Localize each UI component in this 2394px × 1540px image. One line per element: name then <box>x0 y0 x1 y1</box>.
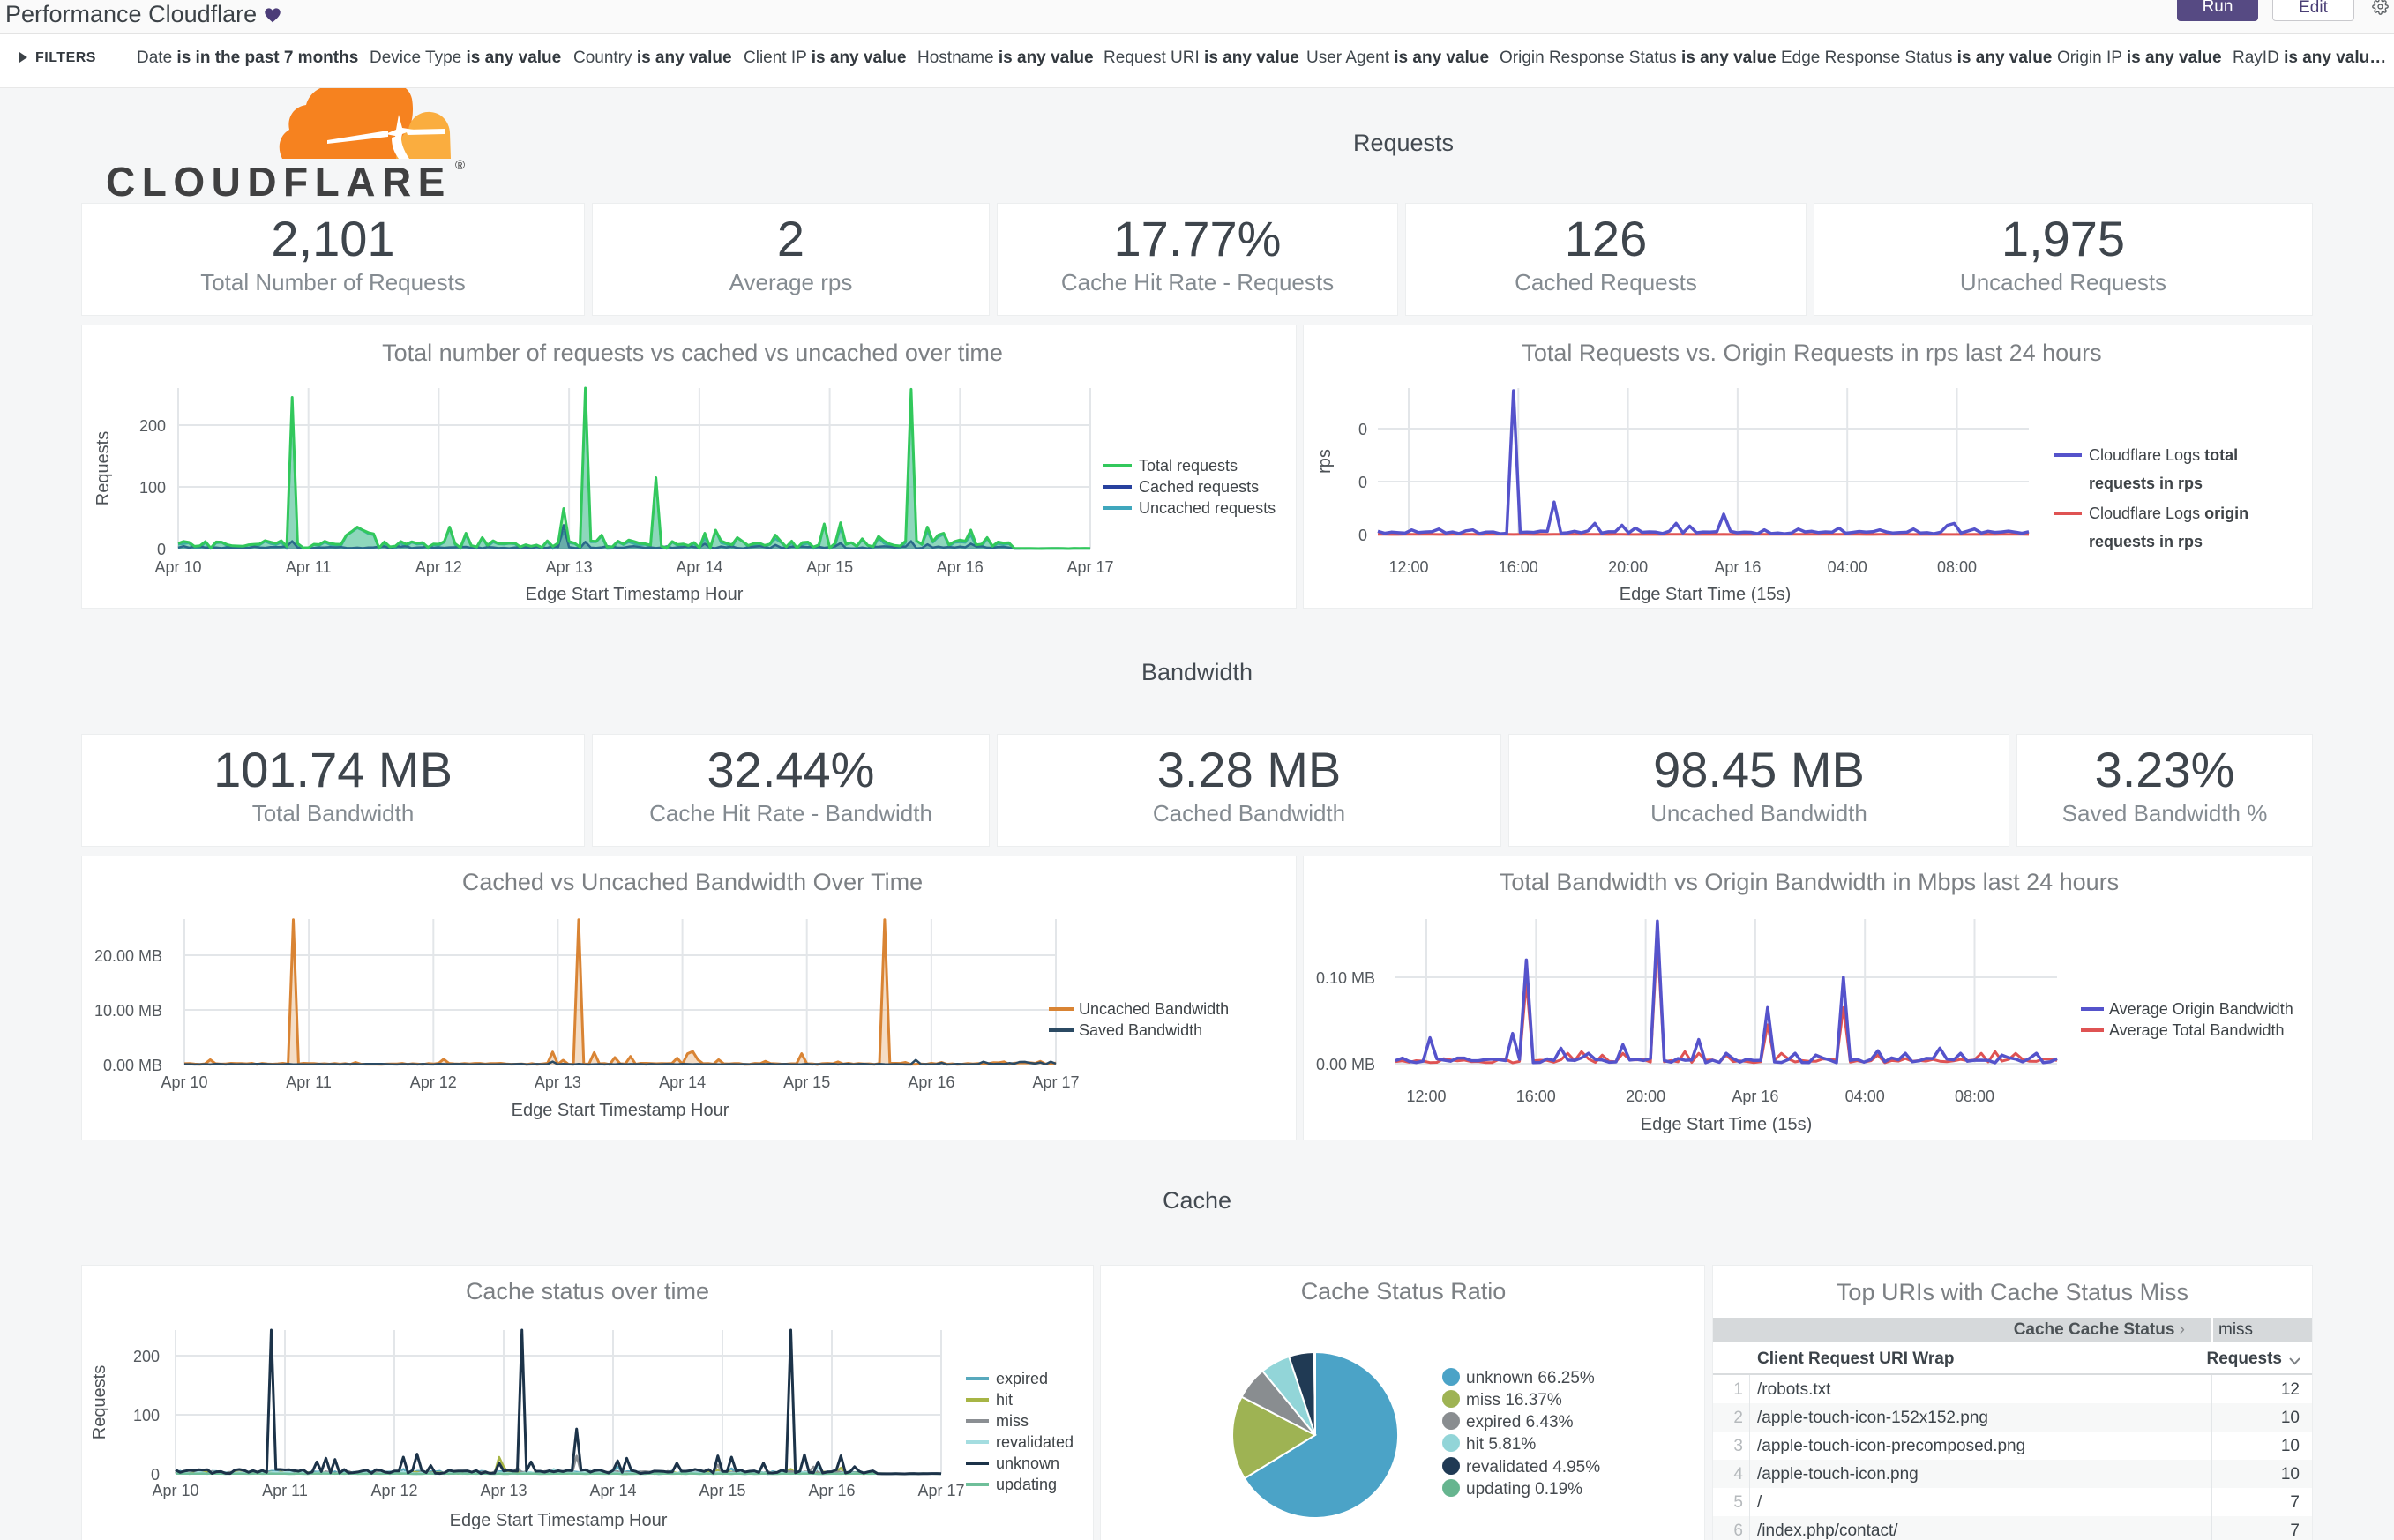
svg-text:16:00: 16:00 <box>1499 558 1538 576</box>
svg-text:Apr 12: Apr 12 <box>370 1482 417 1499</box>
svg-text:200: 200 <box>133 1348 160 1365</box>
svg-text:Edge Start Timestamp Hour: Edge Start Timestamp Hour <box>512 1101 729 1120</box>
svg-text:Uncached Bandwidth: Uncached Bandwidth <box>1079 1000 1229 1018</box>
svg-text:Apr 14: Apr 14 <box>659 1073 706 1091</box>
svg-text:Edge Start Time (15s): Edge Start Time (15s) <box>1641 1115 1813 1134</box>
svg-text:revalidated 4.95%: revalidated 4.95% <box>1466 1458 1600 1476</box>
svg-text:Apr 15: Apr 15 <box>806 558 853 576</box>
svg-text:Apr 10: Apr 10 <box>161 1073 207 1091</box>
svg-text:Apr 14: Apr 14 <box>589 1482 636 1499</box>
svg-text:Total Bandwidth vs Origin Band: Total Bandwidth vs Origin Bandwidth in M… <box>1500 869 2119 895</box>
svg-text:Cached requests: Cached requests <box>1139 478 1259 496</box>
svg-text:miss: miss <box>996 1412 1029 1430</box>
svg-text:04:00: 04:00 <box>1828 558 1867 576</box>
svg-text:20:00: 20:00 <box>1608 558 1648 576</box>
svg-text:12:00: 12:00 <box>1388 558 1428 576</box>
svg-text:20:00: 20:00 <box>1626 1088 1665 1105</box>
svg-text:16:00: 16:00 <box>1516 1088 1556 1105</box>
svg-text:Apr 17: Apr 17 <box>1066 558 1113 576</box>
svg-text:0: 0 <box>157 541 166 558</box>
svg-text:Edge Start Timestamp Hour: Edge Start Timestamp Hour <box>526 585 744 604</box>
svg-text:08:00: 08:00 <box>1955 1088 1994 1105</box>
svg-text:unknown: unknown <box>996 1454 1059 1472</box>
svg-text:0.10 MB: 0.10 MB <box>1316 969 1375 987</box>
svg-text:Apr 16: Apr 16 <box>937 558 984 576</box>
svg-text:0: 0 <box>151 1466 160 1484</box>
svg-text:requests in rps: requests in rps <box>2089 533 2203 550</box>
svg-text:Total Requests vs. Origin Requ: Total Requests vs. Origin Requests in rp… <box>1522 340 2101 366</box>
svg-text:Apr 13: Apr 13 <box>480 1482 527 1499</box>
svg-text:Cached vs Uncached Bandwidth O: Cached vs Uncached Bandwidth Over Time <box>462 869 923 895</box>
svg-text:0: 0 <box>1358 474 1367 491</box>
svg-text:expired: expired <box>996 1370 1048 1387</box>
svg-text:Cloudflare Logs total: Cloudflare Logs total <box>2089 446 2238 464</box>
svg-text:Apr 16: Apr 16 <box>808 1482 855 1499</box>
svg-text:Apr 16: Apr 16 <box>908 1073 954 1091</box>
svg-text:Apr 17: Apr 17 <box>917 1482 964 1499</box>
svg-text:Apr 15: Apr 15 <box>783 1073 830 1091</box>
svg-text:Requests: Requests <box>90 1365 109 1440</box>
svg-text:Apr 11: Apr 11 <box>286 1073 332 1091</box>
svg-text:Average Total Bandwidth: Average Total Bandwidth <box>2109 1021 2284 1039</box>
svg-text:Requests: Requests <box>94 431 113 506</box>
svg-text:revalidated: revalidated <box>996 1433 1074 1451</box>
svg-text:Cache Status Ratio: Cache Status Ratio <box>1301 1278 1507 1305</box>
svg-text:hit: hit <box>996 1391 1013 1409</box>
svg-text:Apr 14: Apr 14 <box>676 558 722 576</box>
svg-text:CLOUDFLARE: CLOUDFLARE <box>106 159 452 203</box>
svg-text:Average Origin Bandwidth: Average Origin Bandwidth <box>2109 1000 2293 1018</box>
svg-text:miss 16.37%: miss 16.37% <box>1466 1391 1562 1409</box>
svg-text:Apr 15: Apr 15 <box>699 1482 745 1499</box>
svg-text:Apr 11: Apr 11 <box>286 558 332 576</box>
svg-text:Edge Start Time (15s): Edge Start Time (15s) <box>1620 585 1792 604</box>
svg-text:®: ® <box>455 158 465 173</box>
svg-text:Edge Start Timestamp Hour: Edge Start Timestamp Hour <box>450 1511 668 1530</box>
svg-text:0: 0 <box>1358 527 1367 544</box>
svg-text:expired 6.43%: expired 6.43% <box>1466 1413 1574 1432</box>
svg-text:requests in rps: requests in rps <box>2089 475 2203 492</box>
svg-text:04:00: 04:00 <box>1845 1088 1885 1105</box>
svg-text:Apr 13: Apr 13 <box>535 1073 581 1091</box>
svg-text:updating: updating <box>996 1476 1057 1493</box>
svg-text:12:00: 12:00 <box>1406 1088 1446 1105</box>
svg-text:100: 100 <box>139 479 166 497</box>
svg-text:0.00 MB: 0.00 MB <box>1316 1056 1375 1073</box>
svg-text:Saved Bandwidth: Saved Bandwidth <box>1079 1021 1202 1039</box>
svg-text:Apr 10: Apr 10 <box>154 558 201 576</box>
svg-text:08:00: 08:00 <box>1937 558 1977 576</box>
svg-text:Uncached requests: Uncached requests <box>1139 499 1276 517</box>
svg-text:rps: rps <box>1315 449 1335 474</box>
svg-text:Apr 12: Apr 12 <box>410 1073 457 1091</box>
svg-text:0: 0 <box>1358 421 1367 438</box>
svg-text:Cloudflare Logs origin: Cloudflare Logs origin <box>2089 505 2248 522</box>
svg-text:Apr 13: Apr 13 <box>546 558 593 576</box>
svg-text:updating 0.19%: updating 0.19% <box>1466 1480 1582 1499</box>
svg-text:Cache status over time: Cache status over time <box>466 1278 709 1305</box>
svg-text:hit 5.81%: hit 5.81% <box>1466 1435 1536 1454</box>
svg-text:Apr 16: Apr 16 <box>1732 1088 1778 1105</box>
svg-text:Apr 16: Apr 16 <box>1714 558 1761 576</box>
svg-text:Total number of requests vs ca: Total number of requests vs cached vs un… <box>382 340 1003 366</box>
svg-text:20.00 MB: 20.00 MB <box>94 947 162 965</box>
svg-text:10.00 MB: 10.00 MB <box>94 1002 162 1020</box>
svg-text:200: 200 <box>139 417 166 435</box>
svg-text:Total requests: Total requests <box>1139 457 1238 475</box>
svg-text:100: 100 <box>133 1407 160 1424</box>
svg-text:unknown 66.25%: unknown 66.25% <box>1466 1369 1595 1387</box>
svg-text:0.00 MB: 0.00 MB <box>103 1057 162 1074</box>
svg-text:Apr 11: Apr 11 <box>262 1482 308 1499</box>
svg-text:Apr 17: Apr 17 <box>1032 1073 1079 1091</box>
svg-text:Apr 12: Apr 12 <box>415 558 462 576</box>
svg-text:Apr 10: Apr 10 <box>152 1482 198 1499</box>
